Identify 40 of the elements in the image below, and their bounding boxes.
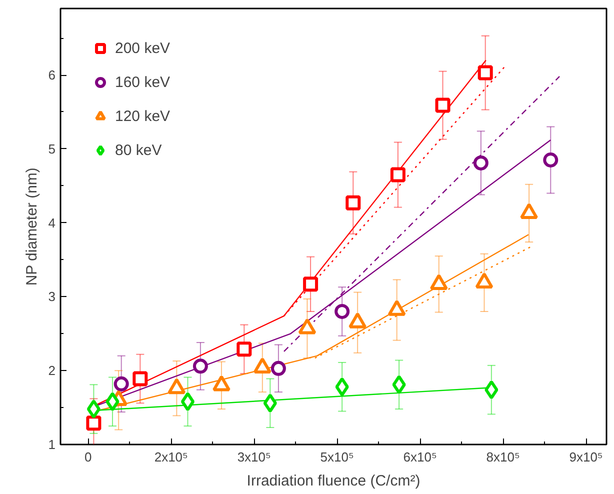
y-axis-title: NP diameter (nm) [23, 168, 40, 286]
x-tick-label: 6x10⁵ [403, 450, 437, 464]
point [346, 195, 361, 210]
point [180, 392, 195, 412]
x-tick-label: 5x10⁵ [320, 450, 354, 464]
x-axis-title: Irradiation fluence (C/cm²) [246, 472, 420, 490]
y-tick-label: 6 [48, 68, 56, 83]
legend-label: 80 keV [115, 142, 162, 158]
legend-label: 200 keV [115, 40, 170, 56]
x-tick-label: 0 [84, 450, 92, 464]
point [192, 358, 208, 374]
y-tick-label: 4 [48, 215, 56, 230]
point [335, 377, 349, 396]
point [334, 304, 350, 319]
y-tick-label: 1 [48, 437, 56, 452]
x-tick-label: 3x10⁵ [237, 450, 271, 464]
x-tick-label: 8x10⁵ [486, 450, 520, 464]
point [484, 380, 498, 400]
point [473, 155, 488, 170]
point [263, 394, 277, 413]
legend-label: 120 keV [115, 108, 170, 124]
point [86, 416, 102, 431]
point [114, 376, 129, 392]
point [106, 392, 120, 412]
y-tick-label: 5 [48, 141, 56, 156]
point [236, 342, 252, 357]
point [478, 65, 493, 80]
point [132, 371, 148, 386]
legend-label: 160 keV [115, 74, 170, 90]
point [270, 360, 286, 376]
point [303, 276, 318, 292]
y-tick-label: 3 [48, 289, 56, 304]
point [392, 375, 406, 394]
point [435, 98, 450, 113]
point [543, 152, 558, 168]
y-tick-label: 2 [48, 363, 56, 378]
point [86, 400, 101, 419]
point [390, 167, 406, 182]
x-tick-label: 2x10⁵ [154, 450, 188, 464]
x-tick-label: 9x10⁵ [569, 450, 603, 464]
